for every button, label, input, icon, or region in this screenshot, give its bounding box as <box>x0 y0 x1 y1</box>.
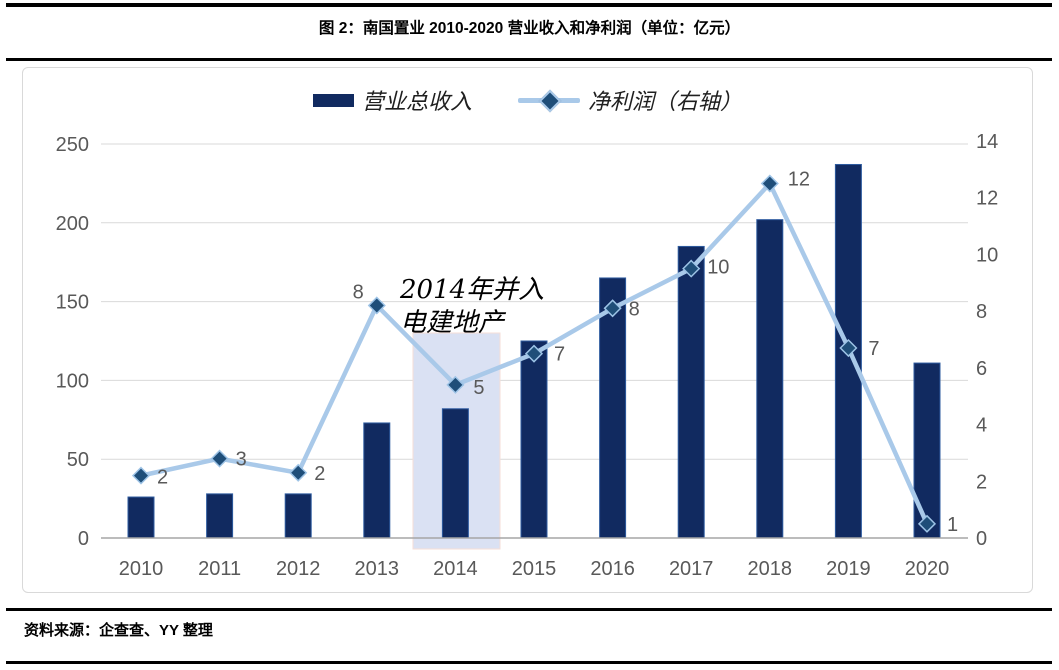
legend-label-revenue: 营业总收入 <box>361 90 472 115</box>
legend-item-net-profit: 净利润（右轴） <box>518 84 742 116</box>
x-label-2015: 2015 <box>512 558 557 580</box>
right-axis-tick-8: 8 <box>976 301 987 323</box>
marker-2017 <box>682 259 701 278</box>
data-label-2011: 3 <box>236 449 247 471</box>
data-label-2014: 5 <box>473 377 484 399</box>
legend-item-revenue: 营业总收入 <box>312 84 472 116</box>
top-rule <box>6 3 1052 7</box>
marker-2011 <box>210 449 229 468</box>
left-axis-tick-100: 100 <box>56 370 89 392</box>
chart-legend: 营业总收入 净利润（右轴） <box>23 84 1032 116</box>
x-label-2017: 2017 <box>669 558 714 580</box>
left-axis-tick-50: 50 <box>67 449 89 471</box>
bar-2020 <box>913 362 941 539</box>
bar-2013 <box>363 422 391 539</box>
marker-2013 <box>367 296 386 315</box>
marker-2010 <box>131 466 151 485</box>
data-label-2015: 7 <box>554 344 565 366</box>
title-divider-rule <box>6 58 1052 61</box>
bar-2010 <box>127 496 155 539</box>
marker-2015 <box>524 344 544 363</box>
marker-2018 <box>760 174 779 193</box>
bar-2011 <box>206 493 234 539</box>
annotation-text-line1: 2014年并入 <box>399 275 544 305</box>
legend-label-net-profit: 净利润（右轴） <box>588 90 743 115</box>
marker-2019 <box>839 338 858 358</box>
chart-container: 2014年并入 电建地产 2 3 2 8 5 7 8 10 12 7 1 0 50 100 150 200 250 0… <box>22 67 1033 593</box>
x-label-2018: 2018 <box>748 558 793 580</box>
bar-2012 <box>284 493 312 539</box>
data-label-2013: 8 <box>353 281 364 303</box>
left-axis-tick-150: 150 <box>56 292 89 314</box>
right-axis-tick-2: 2 <box>976 471 987 493</box>
x-label-2020: 2020 <box>905 558 950 580</box>
chart-title: 图 2：南国置业 2010-2020 营业收入和净利润（单位：亿元） <box>318 20 741 37</box>
left-axis-tick-200: 200 <box>56 213 89 235</box>
data-label-2017: 10 <box>707 257 729 279</box>
left-axis-tick-0: 0 <box>78 528 89 550</box>
bottom-rule <box>6 661 1052 664</box>
x-label-2010: 2010 <box>119 558 164 580</box>
data-label-2012: 2 <box>314 463 325 485</box>
marker-2020 <box>917 514 937 533</box>
diamond-marker-icon <box>538 89 562 112</box>
x-label-2019: 2019 <box>826 558 871 580</box>
bar-2015 <box>520 340 548 539</box>
right-axis-tick-12: 12 <box>976 188 998 210</box>
right-axis-tick-0: 0 <box>976 528 987 550</box>
bar-2017 <box>677 245 705 539</box>
right-axis-tick-6: 6 <box>976 358 987 380</box>
source-note: 资料来源：企查查、YY 整理 <box>24 622 213 639</box>
marker-2016 <box>603 299 622 318</box>
x-label-2011: 2011 <box>198 558 241 580</box>
data-label-2019: 7 <box>868 338 879 360</box>
data-label-2018: 12 <box>788 169 810 191</box>
x-label-2014: 2014 <box>433 558 478 580</box>
x-label-2012: 2012 <box>276 558 321 580</box>
net-profit-line-swatch-icon <box>518 89 580 112</box>
right-axis-tick-14: 14 <box>976 131 998 153</box>
revenue-bar-swatch-icon <box>312 93 354 107</box>
marker-2014 <box>446 375 465 394</box>
x-label-2013: 2013 <box>355 558 400 580</box>
right-axis-tick-10: 10 <box>976 244 998 266</box>
left-axis-tick-250: 250 <box>56 134 89 156</box>
combo-chart: 2014年并入电建地产23285781012710501001502002500… <box>56 131 999 580</box>
data-label-2016: 8 <box>629 298 640 320</box>
data-label-2010: 2 <box>157 467 168 489</box>
x-label-2016: 2016 <box>590 558 635 580</box>
bar-2018 <box>756 219 784 539</box>
right-axis-tick-4: 4 <box>976 415 987 437</box>
data-label-2020: 1 <box>947 514 958 536</box>
bar-2014 <box>441 408 469 539</box>
annotation-text-line2: 电建地产 <box>400 308 507 338</box>
source-divider-rule <box>6 608 1052 611</box>
marker-2012 <box>289 463 308 482</box>
